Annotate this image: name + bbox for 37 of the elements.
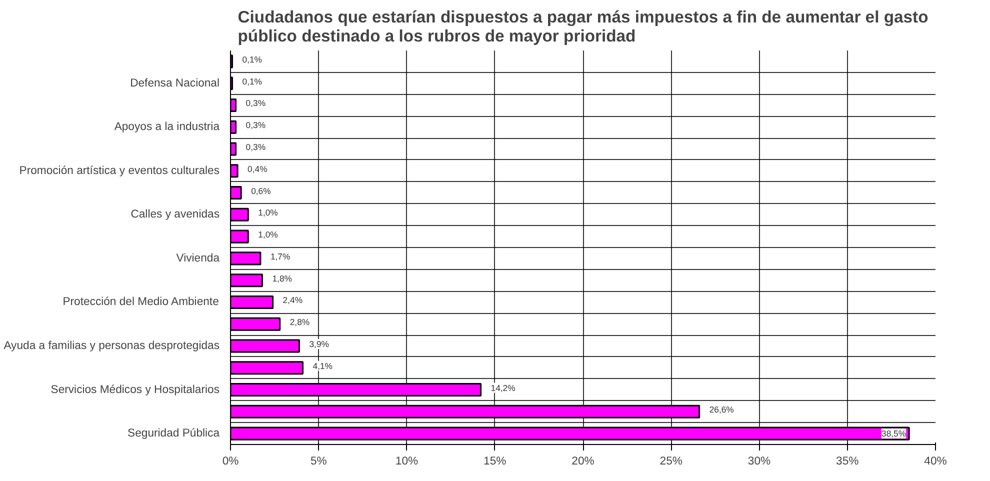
data-label: 2,8% <box>290 317 310 328</box>
data-label: 0,1% <box>242 76 262 86</box>
x-tick-label: 5% <box>310 456 327 468</box>
data-label: 1,8% <box>272 273 292 284</box>
data-label: 0,3% <box>246 98 266 108</box>
y-tick-label: Protección del Medio Ambiente <box>62 296 219 308</box>
data-label: 4,1% <box>312 360 333 371</box>
x-tick-label: 25% <box>660 456 682 468</box>
data-label: 0,3% <box>246 142 266 152</box>
data-label: 2,4% <box>282 295 303 306</box>
data-label: 38,5% <box>882 428 906 439</box>
x-tick-label: 40% <box>924 456 947 468</box>
y-tick-label: Calles y avenidas <box>130 208 220 221</box>
y-tick-label: Promoción artística y eventos culturales <box>19 164 220 177</box>
y-tick-label: Vivienda <box>176 252 220 264</box>
y-tick-label: Ayuda a familias y personas desprotegidas <box>4 340 220 352</box>
y-tick-label: Apoyos a la industria <box>114 121 220 134</box>
x-tick-label: 10% <box>395 456 418 468</box>
data-label: 0,6% <box>251 186 272 196</box>
x-tick-label: 0% <box>222 456 239 468</box>
data-label: 26,6% <box>709 404 734 415</box>
y-tick-label: Defensa Nacional <box>130 77 220 90</box>
data-label: 0,3% <box>246 120 266 130</box>
data-label: 3,9% <box>309 339 330 349</box>
data-label: 14,2% <box>490 382 516 393</box>
x-tick-label: 30% <box>748 456 771 468</box>
data-label: 0,1% <box>242 54 262 64</box>
x-tick-label: 20% <box>572 456 594 468</box>
x-tick-label: 35% <box>836 456 859 468</box>
y-tick-label: Seguridad Pública <box>128 428 220 440</box>
data-label: 0,4% <box>248 164 268 174</box>
data-label: 1,0% <box>258 230 278 240</box>
data-label: 1,7% <box>270 251 290 262</box>
data-label: 1,0% <box>258 208 278 218</box>
y-tick-label: Servicios Médicos y Hospitalarios <box>50 384 220 396</box>
chart-title: Ciudadanos que estarían dispuestos a pagar más impuestos a fin de aumentar el gasto público destinado a los rubros de mayor prioridad <box>238 8 928 46</box>
x-tick-label: 15% <box>484 456 506 468</box>
